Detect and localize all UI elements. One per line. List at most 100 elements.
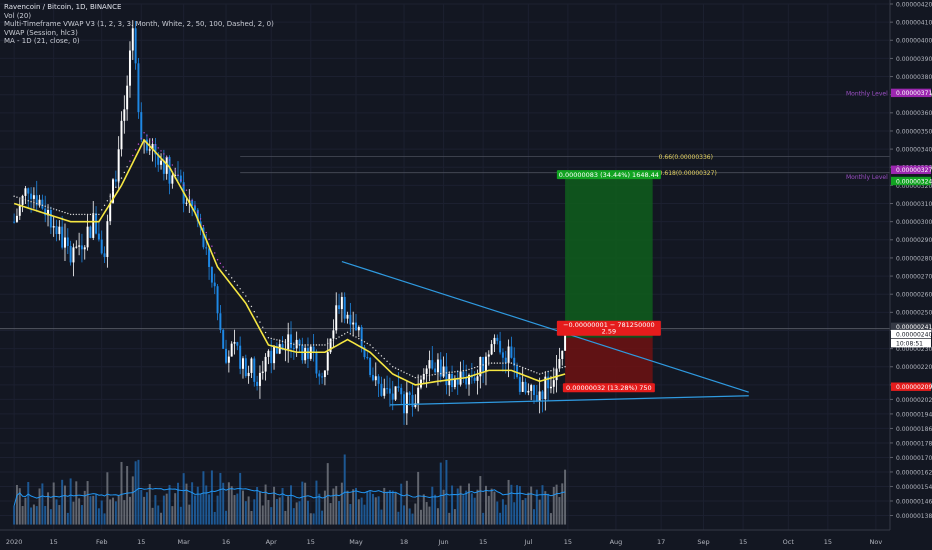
vwap-dot bbox=[151, 141, 154, 143]
volume-bar bbox=[41, 483, 44, 525]
vwap-dot bbox=[47, 206, 49, 208]
volume-bar bbox=[239, 472, 242, 525]
vwap-dot bbox=[349, 333, 352, 335]
vwap-dot bbox=[553, 369, 555, 371]
volume-bar bbox=[165, 493, 168, 525]
volume-bar bbox=[225, 510, 228, 525]
candle-body bbox=[106, 221, 109, 257]
volume-bar bbox=[177, 482, 179, 525]
vwap-dot bbox=[72, 213, 75, 216]
fib-level-label: 0.66(0.00000336) bbox=[659, 154, 713, 161]
vwap-dot bbox=[440, 372, 442, 375]
vwap-dot bbox=[194, 204, 196, 207]
price-tick-label: 0.00000250 bbox=[896, 310, 932, 317]
candle-body bbox=[298, 339, 301, 346]
volume-bar bbox=[448, 512, 451, 525]
volume-bar bbox=[114, 501, 117, 525]
price-axis[interactable]: 0.00000420 0.00000410 0.00000400 0.00000390… bbox=[889, 0, 932, 550]
vwap-dot bbox=[149, 138, 151, 140]
volume-bar bbox=[510, 484, 513, 525]
volume-bar bbox=[476, 489, 479, 525]
volume-bar bbox=[92, 495, 95, 525]
vwap-dot bbox=[392, 366, 394, 368]
vwap-dot bbox=[281, 340, 284, 343]
vwap-dot bbox=[247, 300, 250, 302]
candle-body bbox=[247, 372, 250, 377]
candle-body bbox=[538, 391, 541, 401]
legend-mtf-vwap[interactable]: Multi-Timeframe VWAP V3 (1, 2, 3, 3. Mon… bbox=[4, 20, 274, 29]
volume-bar bbox=[394, 492, 397, 525]
time-axis[interactable]: 2020 15 Feb 15 Mar 16 Apr 15 May 18 Jun 15 Jul 15 Aug 1… bbox=[0, 529, 932, 550]
volume-bar bbox=[527, 492, 530, 525]
vwap-dot bbox=[442, 372, 445, 374]
vwap-dot bbox=[137, 143, 140, 145]
candle-body bbox=[210, 266, 213, 283]
vwap-dot bbox=[259, 321, 261, 323]
candle-body bbox=[465, 376, 468, 385]
candle-body bbox=[558, 358, 561, 369]
volume-bar bbox=[123, 500, 126, 525]
candle-body bbox=[547, 376, 550, 389]
vwap-dot bbox=[199, 218, 202, 220]
vwap-dot bbox=[120, 177, 123, 179]
volume-bar bbox=[182, 473, 185, 525]
candle-body bbox=[493, 337, 496, 345]
volume-bar bbox=[549, 513, 552, 525]
legend-vwap[interactable]: VWAP (Session, hlc3) bbox=[4, 28, 78, 37]
volume-bar bbox=[264, 484, 267, 525]
price-tick-label: 0.00000290 bbox=[896, 237, 932, 244]
current-price-tag: 0.00000241 bbox=[896, 324, 932, 331]
volume-bar bbox=[533, 509, 535, 525]
vwap-dot bbox=[185, 189, 188, 191]
candle-body bbox=[400, 387, 403, 395]
vwap-dot bbox=[417, 376, 419, 378]
candle-body bbox=[58, 226, 61, 235]
candle-body bbox=[411, 394, 414, 407]
vwap-dot bbox=[112, 191, 114, 193]
candle-body bbox=[168, 157, 171, 184]
volume-bar bbox=[241, 490, 244, 525]
candle-body bbox=[32, 195, 35, 199]
legend-volume[interactable]: Vol (20) bbox=[4, 11, 32, 20]
vwap-dot bbox=[488, 362, 490, 364]
candle-body bbox=[318, 373, 321, 377]
triangle-trendlines[interactable] bbox=[341, 260, 749, 406]
vwap-dot bbox=[513, 363, 515, 365]
candle-body bbox=[134, 28, 137, 64]
volume-bar bbox=[236, 493, 239, 525]
volume-bar bbox=[174, 493, 177, 525]
volume-bar bbox=[210, 470, 213, 525]
vwap-dot bbox=[524, 367, 527, 370]
vwap-dot bbox=[389, 363, 391, 365]
candle-body bbox=[49, 209, 52, 228]
volume-bar bbox=[470, 493, 473, 525]
candle-body bbox=[258, 372, 261, 386]
candle-body bbox=[18, 204, 21, 216]
candle-body bbox=[408, 392, 411, 395]
stop-label-bg bbox=[562, 383, 655, 393]
candle-body bbox=[191, 200, 194, 206]
candle-body bbox=[369, 357, 372, 375]
vwap-dot bbox=[555, 368, 558, 370]
vwap-dot bbox=[321, 344, 323, 346]
vwap-dot bbox=[262, 326, 264, 329]
volume-bar bbox=[436, 508, 439, 525]
candle-body bbox=[80, 245, 83, 250]
vwap-dot bbox=[558, 367, 561, 370]
vwap-dot bbox=[270, 337, 272, 340]
candle-body bbox=[219, 313, 222, 330]
vwap-dot bbox=[109, 195, 111, 197]
vwap-dot bbox=[310, 344, 312, 346]
long-position-tool[interactable] bbox=[565, 172, 653, 387]
volume-bar bbox=[439, 462, 442, 525]
legend-ma[interactable]: MA - 1D (21, close, 0) bbox=[4, 37, 80, 46]
vwap-dot bbox=[180, 179, 182, 181]
profit-label-bg bbox=[556, 170, 661, 180]
vwap-dot bbox=[205, 231, 207, 234]
vwap-dot bbox=[510, 362, 513, 364]
vwap-dot bbox=[182, 184, 185, 186]
volume-bar bbox=[66, 512, 69, 525]
symbol-title[interactable]: Ravencoin / Bitcoin, 1D, BINANCE bbox=[4, 3, 122, 11]
volume-bar bbox=[315, 480, 318, 525]
